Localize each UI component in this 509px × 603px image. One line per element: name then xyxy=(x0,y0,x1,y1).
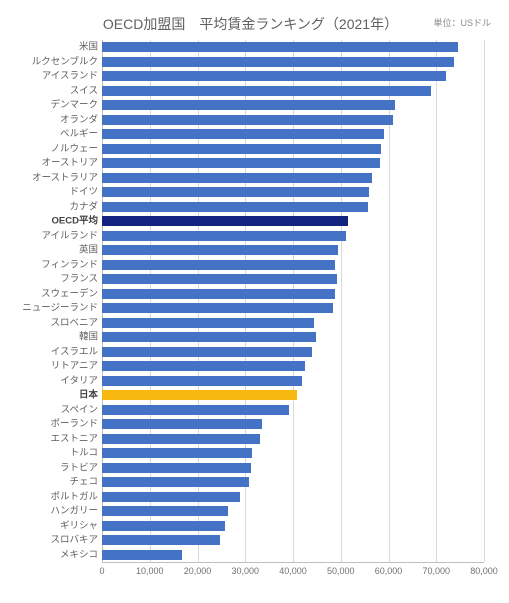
y-tick-label: デンマーク xyxy=(50,101,98,111)
bar xyxy=(102,274,337,284)
y-tick-label: スペイン xyxy=(61,405,98,415)
y-tick-label: ベルギー xyxy=(60,130,98,140)
y-axis-labels: 米国ルクセンブルクアイスランドスイスデンマークオランダベルギーノルウェーオースト… xyxy=(4,40,102,562)
bar xyxy=(102,187,369,197)
bar xyxy=(102,115,393,125)
y-tick-label: OECD平均 xyxy=(52,217,98,227)
bar xyxy=(102,477,249,487)
x-axis-labels: 0 10,000 20,000 30,000 40,000 50,000 60,000 70,… xyxy=(102,564,484,580)
y-tick-label: オランダ xyxy=(60,115,98,125)
bar xyxy=(102,42,458,52)
bar xyxy=(102,390,297,400)
y-tick-label: ノルウェー xyxy=(50,144,98,154)
bar xyxy=(102,129,384,139)
y-tick-label: チェコ xyxy=(69,478,98,488)
x-tick-label: 40,000 xyxy=(279,566,307,576)
y-tick-label: メキシコ xyxy=(60,550,98,560)
y-tick-label: アイルランド xyxy=(41,231,98,241)
y-tick-label: リトアニア xyxy=(51,362,98,372)
x-tick-label: 0 xyxy=(99,566,104,576)
grid-line xyxy=(484,40,485,562)
y-tick-label: フランス xyxy=(60,275,98,285)
y-tick-label: ニュージーランド xyxy=(22,304,98,314)
y-tick-label: ドイツ xyxy=(69,188,98,198)
bar xyxy=(102,405,289,415)
y-tick-label: ルクセンブルク xyxy=(32,57,98,67)
bar xyxy=(102,535,220,545)
bar xyxy=(102,86,431,96)
x-tick-label: 10,000 xyxy=(136,566,164,576)
x-tick-label: 50,000 xyxy=(327,566,355,576)
bar xyxy=(102,434,260,444)
unit-label: 単位：USドル xyxy=(433,16,491,29)
y-tick-label: イタリア xyxy=(60,376,98,386)
bar xyxy=(102,231,346,241)
y-tick-label: スイス xyxy=(70,86,98,96)
bar xyxy=(102,57,454,67)
x-tick-label: 20,000 xyxy=(184,566,212,576)
y-tick-label: スロバキア xyxy=(50,536,98,546)
wage-ranking-chart: OECD加盟国 平均賃金ランキング（2021年） 単位：USドル 米国ルクセンブ… xyxy=(0,0,509,603)
x-tick-label: 60,000 xyxy=(375,566,403,576)
bar xyxy=(102,463,251,473)
bar xyxy=(102,448,252,458)
bar xyxy=(102,550,182,560)
x-tick-label: 70,000 xyxy=(422,566,450,576)
y-tick-label: スロベニア xyxy=(50,318,98,328)
y-tick-label: ポルトガル xyxy=(50,492,98,502)
bar xyxy=(102,158,380,168)
bar xyxy=(102,289,335,299)
y-tick-label: 韓国 xyxy=(79,333,98,343)
bar xyxy=(102,492,240,502)
y-tick-label: オーストリア xyxy=(41,159,98,169)
x-tick-label: 30,000 xyxy=(231,566,259,576)
y-tick-label: オーストラリア xyxy=(32,173,98,183)
bar xyxy=(102,260,335,270)
y-tick-label: フィンランド xyxy=(41,260,98,270)
y-tick-label: スウェーデン xyxy=(41,289,98,299)
bar xyxy=(102,202,368,212)
y-tick-label: エストニア xyxy=(50,434,98,444)
bar xyxy=(102,303,333,313)
bar xyxy=(102,144,381,154)
y-tick-label: ポーランド xyxy=(50,420,98,430)
x-tick-label: 80,000 xyxy=(470,566,498,576)
bar xyxy=(102,347,312,357)
y-tick-label: 日本 xyxy=(79,391,98,401)
bar xyxy=(102,506,228,516)
bar xyxy=(102,245,338,255)
y-tick-label: アイスランド xyxy=(42,72,98,82)
grid-line xyxy=(436,40,437,562)
bar xyxy=(102,71,446,81)
bar xyxy=(102,173,372,183)
chart-title: OECD加盟国 平均賃金ランキング（2021年） xyxy=(4,14,497,34)
bar xyxy=(102,332,316,342)
bar xyxy=(102,361,305,371)
bar xyxy=(102,419,262,429)
bar xyxy=(102,521,225,531)
plot-area: 米国ルクセンブルクアイスランドスイスデンマークオランダベルギーノルウェーオースト… xyxy=(4,40,484,580)
y-tick-label: 米国 xyxy=(79,43,98,53)
bar xyxy=(102,376,302,386)
bars-region xyxy=(102,40,484,563)
y-tick-label: 英国 xyxy=(79,246,98,256)
y-tick-label: カナダ xyxy=(69,202,98,212)
bar xyxy=(102,216,348,226)
y-tick-label: ラトビア xyxy=(60,463,98,473)
y-tick-label: ギリシャ xyxy=(60,521,98,531)
y-tick-label: ハンガリー xyxy=(50,507,98,517)
bar xyxy=(102,100,395,110)
y-tick-label: トルコ xyxy=(70,449,98,459)
y-tick-label: イスラエル xyxy=(51,347,98,357)
bar xyxy=(102,318,314,328)
